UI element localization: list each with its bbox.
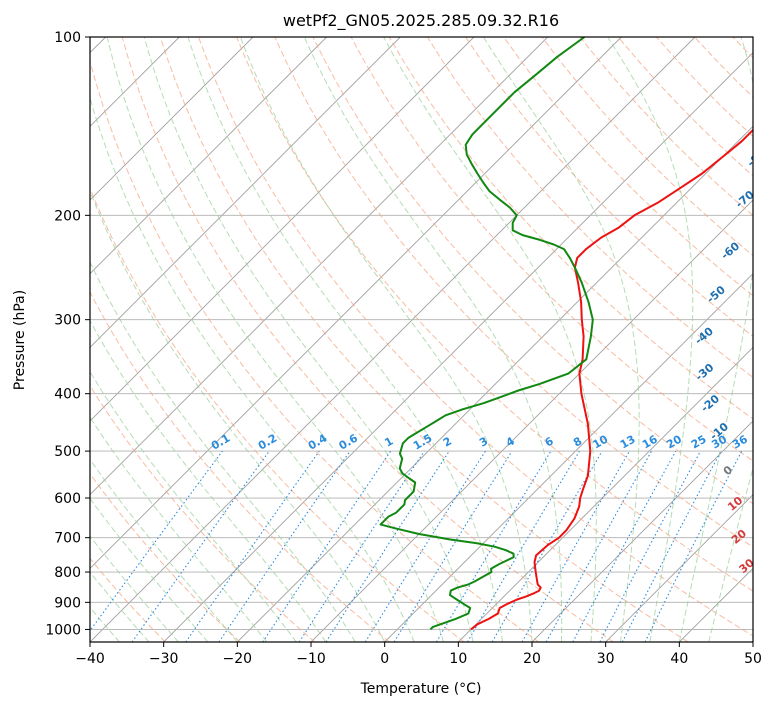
y-tick-label: 700 bbox=[54, 531, 81, 547]
mixing-ratio-label: 8 bbox=[571, 435, 584, 450]
mixing-ratio-line bbox=[546, 451, 651, 642]
mixing-ratio-label: 10 bbox=[591, 432, 611, 451]
x-tick-label: −20 bbox=[223, 651, 253, 667]
dry-adiabat bbox=[771, 37, 775, 642]
y-axis-ticks: 100 200 300 400 500 600 700 800 900 1000 bbox=[45, 30, 90, 638]
mixing-ratio-line bbox=[219, 451, 350, 642]
isotherm-line bbox=[753, 37, 775, 642]
dry-adiabat-label: 40 bbox=[753, 584, 773, 604]
isotherm-line bbox=[0, 37, 548, 642]
y-tick-label: 500 bbox=[54, 444, 81, 460]
isotherm-line bbox=[0, 37, 327, 642]
temperature-line bbox=[471, 37, 775, 629]
x-axis-label: Temperature (°C) bbox=[360, 681, 482, 697]
y-tick-label: 800 bbox=[54, 565, 81, 581]
moist-adiabat bbox=[0, 215, 178, 642]
y-tick-label: 1000 bbox=[45, 622, 81, 638]
isotherm-line bbox=[0, 37, 253, 642]
sounding-series bbox=[381, 37, 775, 629]
mixing-ratio-label: 36 bbox=[730, 432, 750, 451]
isotherm-line bbox=[16, 37, 621, 642]
dry-adiabat-label: -20 bbox=[698, 392, 722, 415]
isotherm-line bbox=[164, 37, 769, 642]
mixing-ratio-line bbox=[82, 451, 223, 642]
y-tick-label: 400 bbox=[54, 387, 81, 403]
dry-adiabat bbox=[389, 37, 775, 642]
x-tick-label: −30 bbox=[149, 651, 179, 667]
isotherm-line bbox=[385, 37, 775, 642]
mixing-ratio-label: 1 bbox=[382, 435, 395, 450]
isotherm-line bbox=[532, 37, 775, 642]
dry-adiabat-label: -80 bbox=[745, 147, 769, 170]
dry-adiabat bbox=[351, 37, 775, 642]
dry-adiabat-label: -40 bbox=[692, 324, 716, 347]
dry-adiabat-label: 0 bbox=[721, 463, 735, 478]
mixing-ratio-label: 0.1 bbox=[209, 432, 232, 453]
x-tick-label: −10 bbox=[296, 651, 326, 667]
y-tick-label: 200 bbox=[54, 208, 81, 224]
isotherm-line bbox=[0, 37, 400, 642]
x-tick-label: 20 bbox=[523, 651, 541, 667]
dry-adiabat-label: 20 bbox=[729, 527, 749, 547]
isotherm-line bbox=[90, 37, 695, 642]
x-tick-label: 40 bbox=[670, 651, 688, 667]
mixing-ratio-label: 3 bbox=[477, 435, 490, 450]
dry-adiabat bbox=[656, 37, 775, 642]
dry-adiabat bbox=[0, 37, 240, 642]
dry-adiabat bbox=[8, 37, 390, 642]
moist-adiabat bbox=[107, 37, 443, 642]
mixing-ratio-label: 0.4 bbox=[306, 431, 330, 452]
mixing-ratio-label: 25 bbox=[689, 433, 709, 452]
mixing-ratio-label: 6 bbox=[543, 434, 556, 449]
x-axis-ticks: −40 −30 −20 −10 0 10 20 30 40 50 bbox=[75, 642, 762, 667]
dry-adiabat bbox=[733, 37, 775, 642]
mixing-ratio-label: 2 bbox=[441, 435, 454, 450]
pressure-grid bbox=[90, 37, 753, 629]
dry-adiabat bbox=[504, 37, 775, 642]
moist-adiabat bbox=[304, 37, 561, 642]
y-tick-label: 300 bbox=[54, 313, 81, 329]
x-tick-label: 50 bbox=[744, 651, 762, 667]
mixing-ratio-line bbox=[468, 451, 580, 642]
x-tick-label: 0 bbox=[380, 651, 389, 667]
y-tick-label: 100 bbox=[54, 30, 81, 46]
moist-adiabat bbox=[608, 37, 693, 642]
dry-adiabat-label: -30 bbox=[693, 361, 717, 384]
mixing-ratio-line bbox=[326, 451, 449, 642]
mixing-ratio-label: 13 bbox=[618, 433, 638, 452]
dry-adiabat-label: -60 bbox=[719, 239, 743, 262]
x-tick-label: −40 bbox=[75, 651, 105, 667]
mixing-ratio-label: 20 bbox=[664, 432, 684, 451]
y-axis-label: Pressure (hPa) bbox=[12, 290, 28, 390]
isotherm-line bbox=[0, 37, 474, 642]
mixing-ratio-line bbox=[522, 451, 629, 642]
x-tick-label: 10 bbox=[449, 651, 467, 667]
chart-title: wetPf2_GN05.2025.285.09.32.R16 bbox=[283, 11, 559, 31]
moist-adiabat bbox=[188, 37, 503, 642]
moist-adiabat bbox=[0, 150, 296, 642]
dry-adiabat-label: 30 bbox=[737, 556, 757, 576]
dry-adiabat bbox=[466, 37, 775, 642]
mixing-ratio-label: 0.2 bbox=[256, 432, 279, 453]
dry-adiabat bbox=[0, 37, 315, 642]
moist-adiabat bbox=[240, 37, 532, 642]
x-tick-label: 30 bbox=[597, 651, 615, 667]
y-tick-label: 900 bbox=[54, 595, 81, 611]
y-tick-label: 600 bbox=[54, 491, 81, 507]
